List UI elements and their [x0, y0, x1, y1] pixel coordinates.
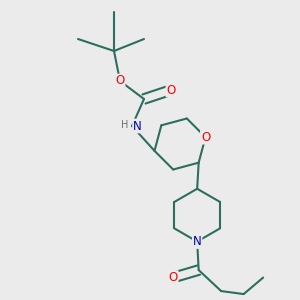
Text: O: O	[116, 74, 124, 88]
Text: N: N	[193, 235, 202, 248]
Text: H: H	[121, 119, 128, 130]
Text: N: N	[133, 119, 142, 133]
Text: O: O	[169, 271, 178, 284]
Text: O: O	[201, 131, 210, 144]
Text: O: O	[167, 83, 176, 97]
